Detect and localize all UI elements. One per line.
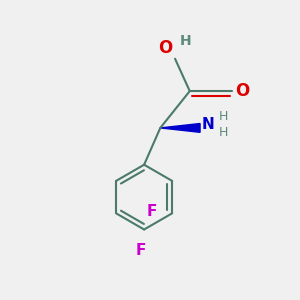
Polygon shape [160,124,200,132]
Text: H: H [218,110,228,123]
Text: F: F [147,204,158,219]
Text: O: O [158,39,173,57]
Text: H: H [179,34,191,48]
Text: F: F [136,243,146,258]
Text: O: O [236,82,250,100]
Text: N: N [202,117,214,132]
Text: H: H [218,126,228,139]
